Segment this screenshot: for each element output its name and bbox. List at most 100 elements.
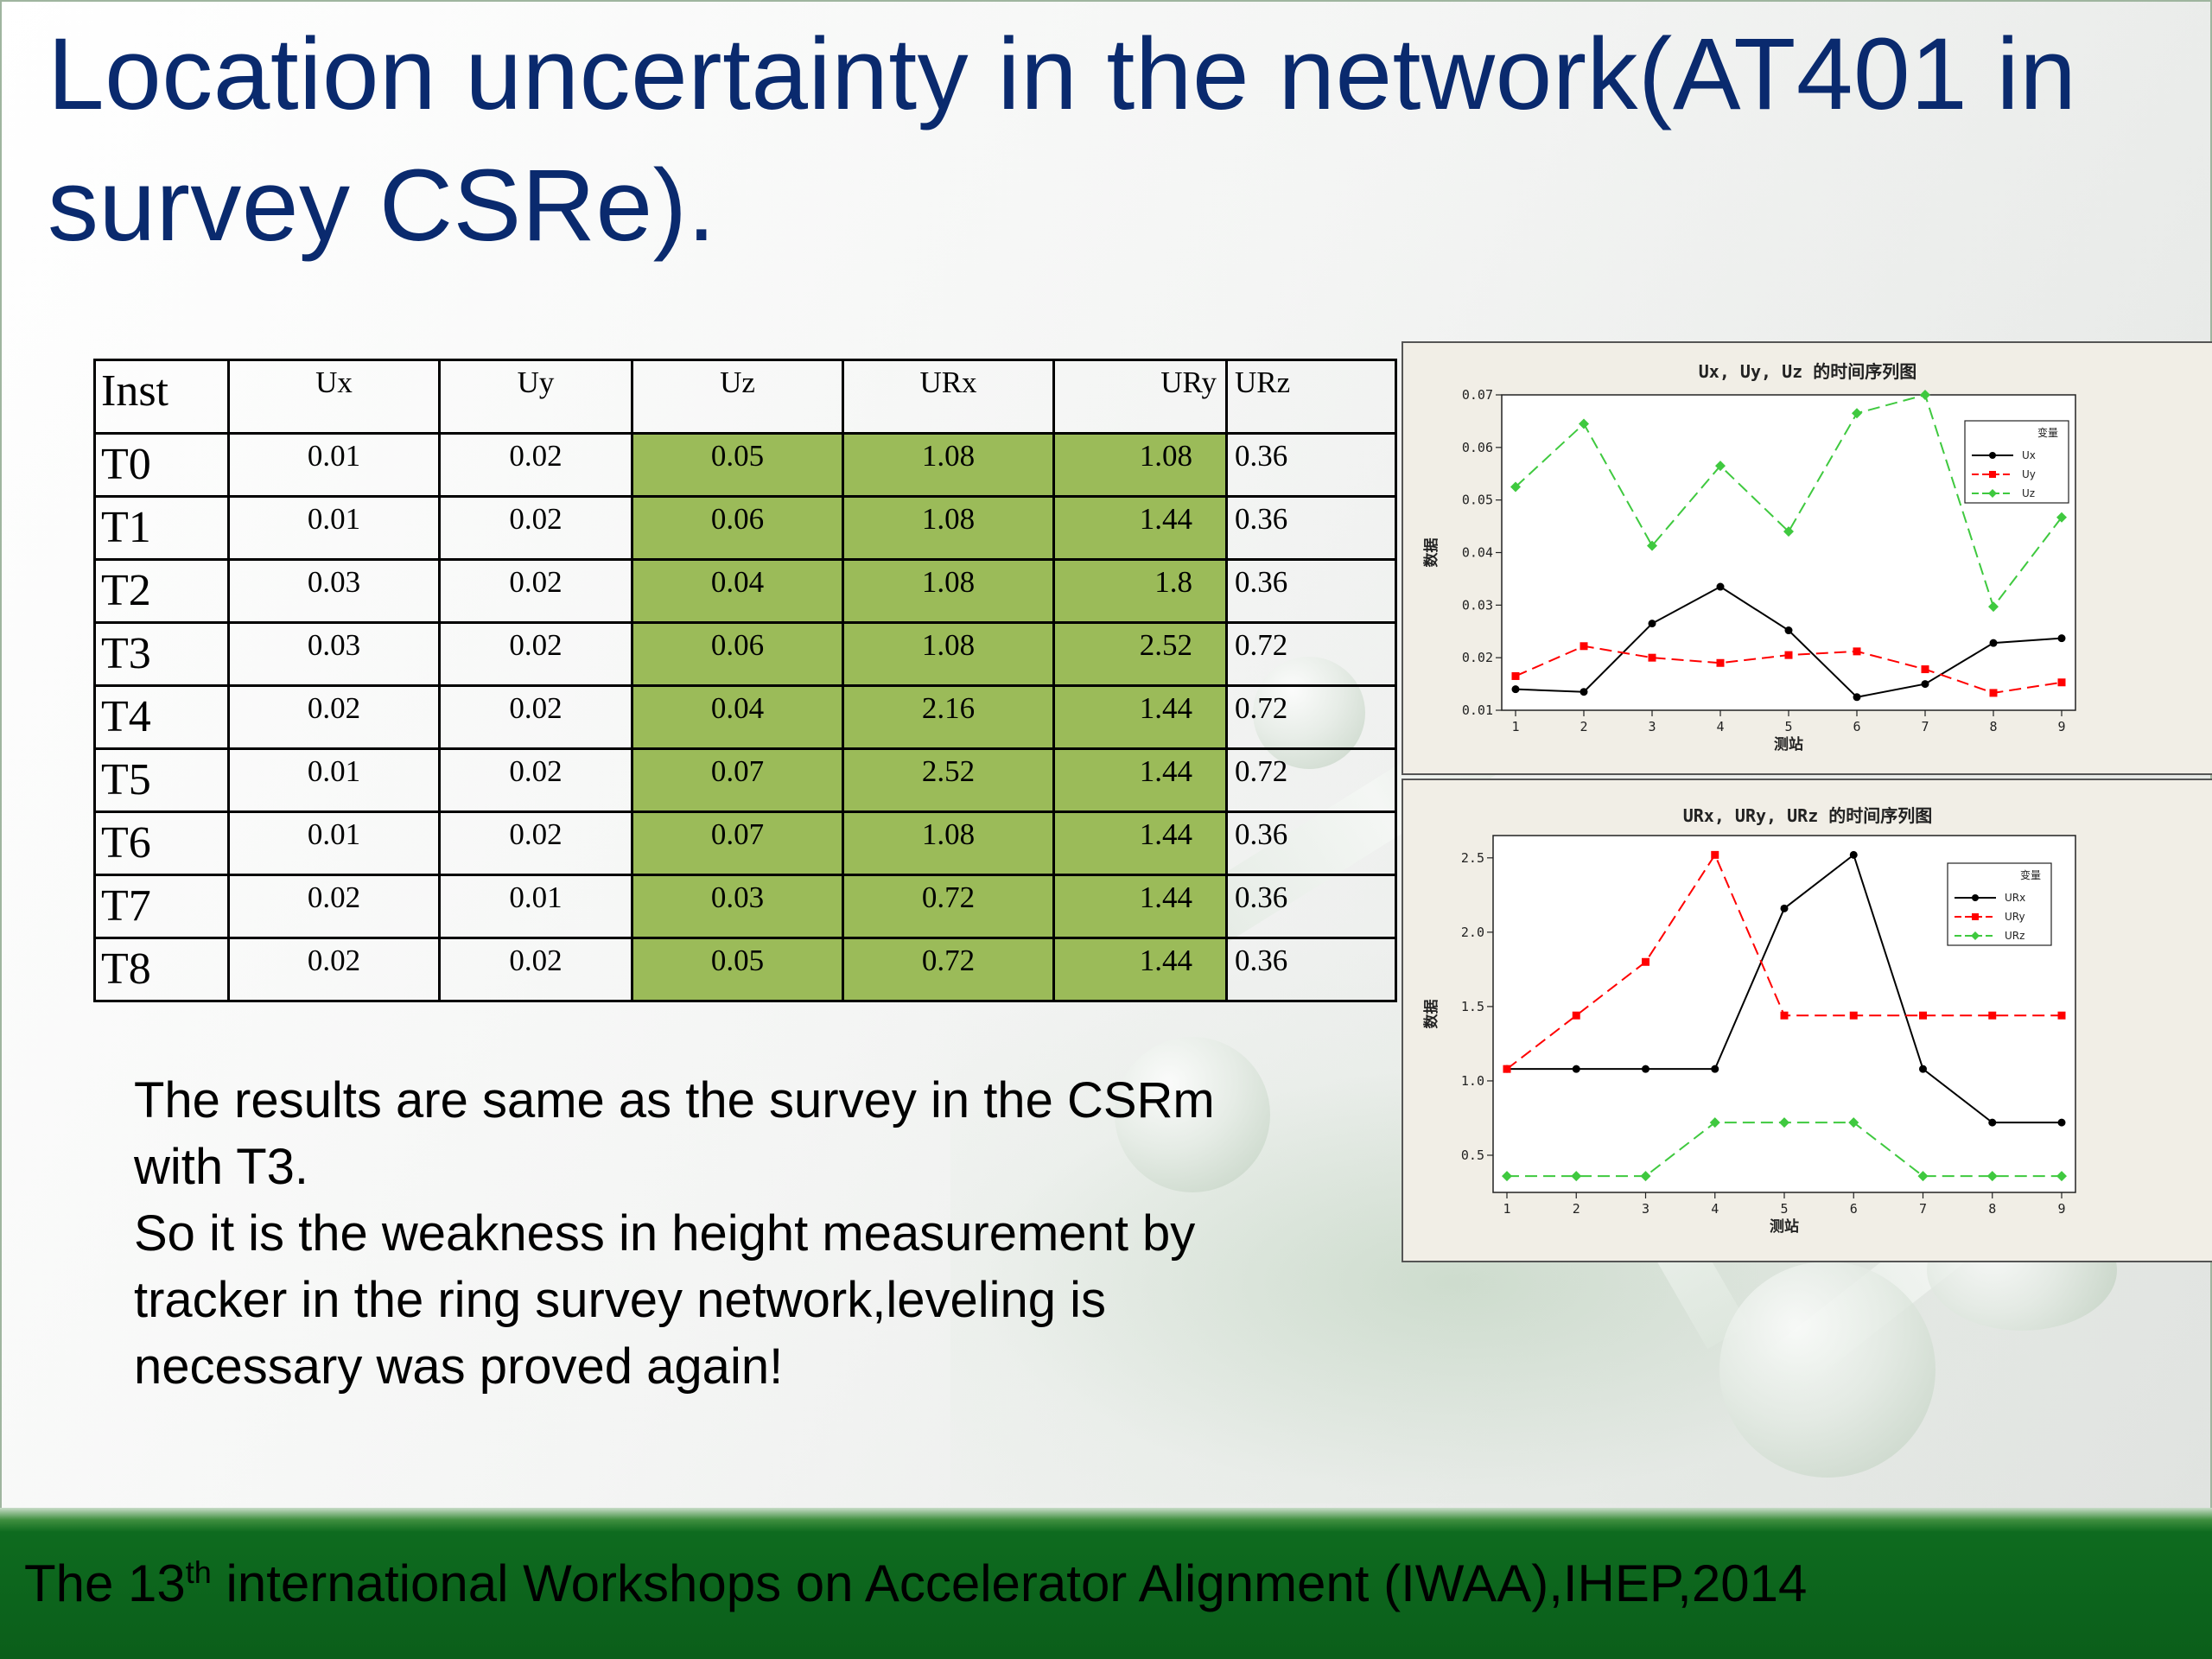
data-point-ury: [1849, 1011, 1858, 1020]
data-point-urz: [1640, 1171, 1651, 1182]
legend-title: 变量: [2020, 868, 2041, 881]
cell-ury: 1.08: [1052, 432, 1228, 498]
conclusion-line: The results are same as the survey in th…: [134, 1072, 1215, 1128]
x-tick-label: 8: [1988, 1201, 1996, 1217]
header-inst: Inst: [93, 359, 230, 435]
legend-label-ury: URy: [2005, 911, 2025, 923]
legend-marker: [1989, 452, 1996, 459]
data-point-uz: [1647, 540, 1657, 551]
x-tick-label: 7: [1921, 719, 1929, 734]
data-point-uz: [1510, 481, 1521, 493]
cell-urx: 2.16: [842, 684, 1055, 750]
chart-rotation-uncertainty: URx, URy, URz 的时间序列图 0.5 1.0 1.5 2.0 2.5 1 2 3 4 5…: [1422, 805, 2076, 1236]
data-point-ury: [1642, 957, 1649, 966]
x-tick-label: 4: [1711, 1201, 1719, 1217]
chart-translation-uncertainty: Ux, Uy, Uz 的时间序列图 0.01 0.02 0.03 0.04 0.05 0.0…: [1422, 361, 2076, 753]
header-ury: URy: [1052, 359, 1228, 435]
data-point-urx: [1988, 1118, 1997, 1127]
data-point-urz: [1779, 1117, 1789, 1128]
conclusion-line: tracker in the ring survey network,level…: [134, 1272, 1107, 1328]
cell-ury: 1.44: [1052, 684, 1228, 750]
data-point-urx: [1919, 1065, 1927, 1073]
cell-ury: 2.52: [1052, 621, 1228, 687]
data-point-urz: [1502, 1171, 1512, 1182]
cell-urx: 1.08: [842, 558, 1055, 624]
data-point-uz: [1783, 526, 1794, 537]
legend-label-uz: Uz: [2022, 487, 2035, 499]
x-tick-label: 7: [1919, 1201, 1927, 1217]
data-point-urz: [1917, 1171, 1929, 1182]
data-point-urx: [1849, 850, 1858, 859]
data-point-ux: [1784, 626, 1793, 635]
x-tick-label: 5: [1780, 1201, 1788, 1217]
data-point-uz: [2056, 512, 2067, 523]
cell-urx: 1.08: [842, 432, 1055, 498]
x-tick-label: 3: [1642, 1201, 1649, 1217]
conclusion-line: with T3.: [134, 1139, 309, 1195]
x-tick-label: 4: [1716, 719, 1724, 734]
cell-ux: 0.01: [227, 810, 441, 876]
cell-ury: 1.44: [1052, 937, 1228, 1002]
legend-title: 变量: [2037, 426, 2058, 439]
data-point-ux: [1716, 582, 1725, 591]
cell-inst: T0: [93, 432, 230, 498]
y-axis-label: 数据: [1422, 538, 1440, 568]
cell-urz: 0.36: [1225, 810, 1397, 876]
series-line-uz: [1515, 393, 2063, 609]
y-tick-label: 0.03: [1462, 597, 1493, 613]
cell-urz: 0.36: [1225, 874, 1397, 939]
x-axis-label: 测站: [1770, 1217, 1799, 1236]
table-row: T5 0.01 0.02 0.07 2.52 1.44 0.72: [93, 747, 1397, 813]
cell-inst: T7: [93, 874, 230, 939]
header-uz: Uz: [631, 359, 844, 435]
chart-title: URx, URy, URz 的时间序列图: [1683, 805, 1933, 826]
background-molecule-sphere: [1115, 1037, 1270, 1192]
cell-ux: 0.01: [227, 495, 441, 561]
data-point-ury: [1572, 1011, 1580, 1020]
cell-urx: 2.52: [842, 747, 1055, 813]
data-point-urz: [1986, 1171, 1998, 1182]
footer-text: The 13th international Workshops on Acce…: [24, 1554, 1808, 1612]
y-tick-label: 1.0: [1461, 1073, 1484, 1089]
x-tick-label: 3: [1648, 719, 1656, 734]
cell-uy: 0.02: [438, 495, 633, 561]
cell-urz: 0.36: [1225, 495, 1397, 561]
data-point-uy: [1921, 665, 1929, 674]
cell-inst: T4: [93, 684, 230, 750]
y-tick-label: 0.05: [1462, 493, 1493, 508]
cell-uz: 0.05: [631, 432, 844, 498]
cell-inst: T2: [93, 558, 230, 624]
legend-box: [1964, 420, 2069, 504]
legend-marker: [1989, 471, 1996, 478]
cell-ux: 0.02: [227, 937, 441, 1002]
data-point-ury: [2057, 1011, 2066, 1020]
cell-inst: T6: [93, 810, 230, 876]
x-tick-label: 6: [1850, 1201, 1858, 1217]
data-point-ux: [1853, 693, 1861, 702]
data-point-uz: [1852, 408, 1862, 419]
data-point-uz: [1920, 390, 1930, 400]
data-point-uy: [1853, 647, 1861, 656]
data-point-uz: [1715, 461, 1726, 472]
data-point-ury: [1780, 1011, 1789, 1020]
cell-uy: 0.02: [438, 937, 633, 1002]
cell-inst: T3: [93, 621, 230, 687]
x-tick-label: 5: [1784, 719, 1792, 734]
data-point-uz: [1579, 418, 1589, 429]
table-row: T0 0.01 0.02 0.05 1.08 1.08 0.36: [93, 432, 1397, 498]
data-point-urz: [1571, 1171, 1582, 1182]
cell-urz: 0.36: [1225, 432, 1397, 498]
cell-ux: 0.02: [227, 684, 441, 750]
header-urz: URz: [1225, 359, 1397, 435]
cell-uz: 0.07: [631, 747, 844, 813]
cell-uy: 0.02: [438, 684, 633, 750]
cell-uy: 0.02: [438, 558, 633, 624]
cell-ury: 1.44: [1052, 495, 1228, 561]
data-point-urx: [1711, 1065, 1719, 1073]
y-axis-label: 数据: [1422, 1000, 1440, 1029]
cell-ury: 1.44: [1052, 747, 1228, 813]
table-row: T3 0.03 0.02 0.06 1.08 2.52 0.72: [93, 621, 1397, 687]
legend-box: [1947, 862, 2052, 946]
table-row: T1 0.01 0.02 0.06 1.08 1.44 0.36: [93, 495, 1397, 561]
data-point-ury: [1919, 1011, 1927, 1020]
